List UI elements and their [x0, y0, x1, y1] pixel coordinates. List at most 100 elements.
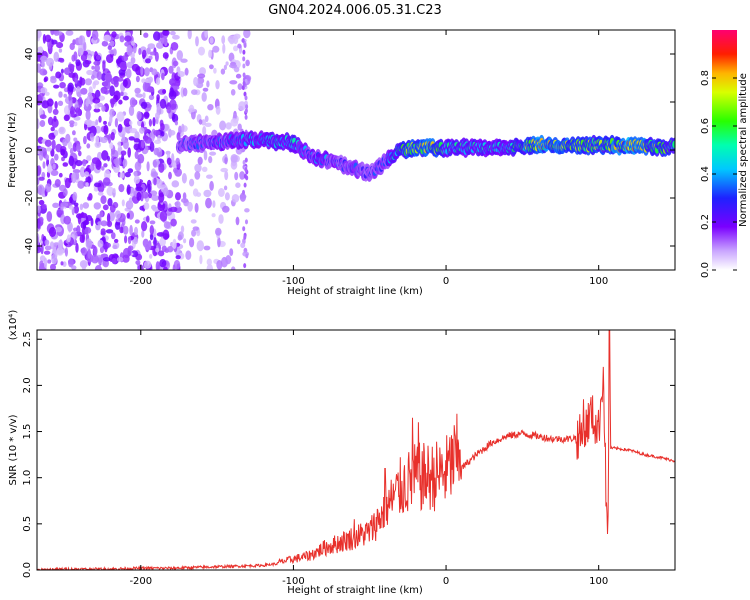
- noise-streak: [244, 95, 248, 101]
- noise-blob: [144, 137, 152, 144]
- noise-blob: [147, 43, 156, 49]
- noise-blob: [153, 237, 157, 248]
- noise-blob: [212, 200, 216, 208]
- noise-blob: [50, 30, 55, 36]
- noise-blob: [146, 47, 151, 55]
- noise-blob: [149, 233, 154, 241]
- noise-blob: [73, 205, 80, 214]
- snr-x-axis-label: Height of straight line (km): [287, 585, 423, 596]
- noise-blob: [128, 136, 135, 141]
- noise-blob: [166, 157, 172, 165]
- x-tick-label: 100: [589, 576, 608, 587]
- noise-blob: [64, 177, 71, 189]
- noise-blob: [122, 225, 129, 235]
- noise-blob: [109, 85, 115, 97]
- noise-blob: [177, 71, 185, 78]
- x-tick-label: -100: [282, 276, 305, 287]
- noise-blob: [57, 100, 64, 107]
- noise-blob: [203, 150, 208, 161]
- noise-blob: [223, 185, 228, 191]
- noise-blob: [131, 63, 140, 72]
- noise-blob: [225, 255, 232, 265]
- noise-blob: [82, 202, 90, 209]
- noise-blob: [80, 53, 88, 62]
- noise-blob: [97, 239, 104, 248]
- noise-blob: [98, 115, 102, 123]
- noise-blob: [98, 95, 106, 101]
- noise-blob: [121, 133, 126, 143]
- noise-blob: [37, 177, 40, 185]
- noise-blob: [149, 254, 153, 259]
- noise-blob: [127, 147, 131, 158]
- noise-blob: [66, 234, 71, 243]
- noise-blob: [48, 226, 57, 238]
- noise-blob: [220, 68, 226, 75]
- noise-blob: [209, 180, 214, 191]
- noise-blob: [81, 262, 87, 270]
- noise-blob: [68, 196, 73, 204]
- noise-blob: [50, 169, 59, 176]
- noise-blob: [83, 135, 87, 145]
- noise-blob: [127, 168, 134, 174]
- noise-blob: [63, 215, 71, 225]
- noise-blob: [97, 191, 104, 196]
- noise-blob: [221, 35, 226, 45]
- noise-blob: [113, 158, 118, 165]
- noise-blob: [42, 34, 47, 44]
- noise-streak: [242, 160, 246, 165]
- noise-blob: [78, 35, 86, 46]
- noise-blob: [137, 153, 145, 164]
- noise-streak: [242, 72, 246, 78]
- noise-blob: [93, 202, 102, 210]
- noise-blob: [44, 239, 50, 246]
- noise-blob: [153, 177, 157, 186]
- noise-blob: [223, 64, 227, 71]
- noise-blob: [224, 157, 228, 165]
- noise-blob: [184, 67, 189, 76]
- noise-streak: [245, 219, 248, 225]
- noise-blob: [103, 163, 108, 168]
- noise-blob: [39, 114, 47, 120]
- noise-blob: [119, 61, 127, 71]
- noise-blob: [135, 93, 143, 98]
- colorbar-tick-label: 0.4: [700, 166, 711, 182]
- noise-blob: [94, 182, 102, 188]
- noise-blob: [169, 130, 176, 136]
- noise-blob: [101, 105, 106, 112]
- noise-blob: [233, 33, 241, 40]
- noise-blob: [129, 97, 136, 108]
- noise-blob: [153, 31, 161, 41]
- noise-blob: [129, 120, 133, 126]
- noise-blob: [222, 43, 226, 54]
- noise-blob: [58, 172, 63, 178]
- noise-blob: [102, 257, 111, 262]
- noise-blob: [120, 91, 124, 96]
- noise-blob: [126, 184, 131, 195]
- noise-blob: [114, 238, 119, 243]
- noise-blob: [141, 230, 145, 238]
- snr-y-multiplier: (x10⁴): [8, 310, 19, 341]
- y-tick-label: 1.0: [22, 470, 33, 486]
- noise-blob: [63, 87, 69, 93]
- snr-y-axis-label: SNR (10 * v/v): [8, 414, 19, 485]
- noise-blob: [121, 55, 129, 62]
- noise-blob: [153, 129, 161, 136]
- noise-blob: [119, 226, 124, 234]
- noise-blob: [178, 125, 182, 135]
- noise-blob: [222, 205, 230, 213]
- snr-ticks: -200 -100 0 100 0.0 0.5 1.0 1.5 2.0 2.5: [22, 330, 675, 587]
- noise-blob: [60, 261, 64, 266]
- noise-blob: [46, 57, 54, 67]
- noise-blob: [180, 225, 185, 234]
- noise-blob: [149, 225, 154, 235]
- noise-blob: [215, 80, 220, 90]
- noise-blob: [144, 67, 150, 77]
- noise-blob: [63, 114, 70, 122]
- noise-streak: [245, 104, 249, 110]
- noise-blob: [110, 131, 115, 141]
- noise-blob: [160, 37, 168, 45]
- noise-blob: [52, 202, 60, 208]
- noise-blob: [78, 150, 82, 157]
- noise-blob: [60, 204, 64, 211]
